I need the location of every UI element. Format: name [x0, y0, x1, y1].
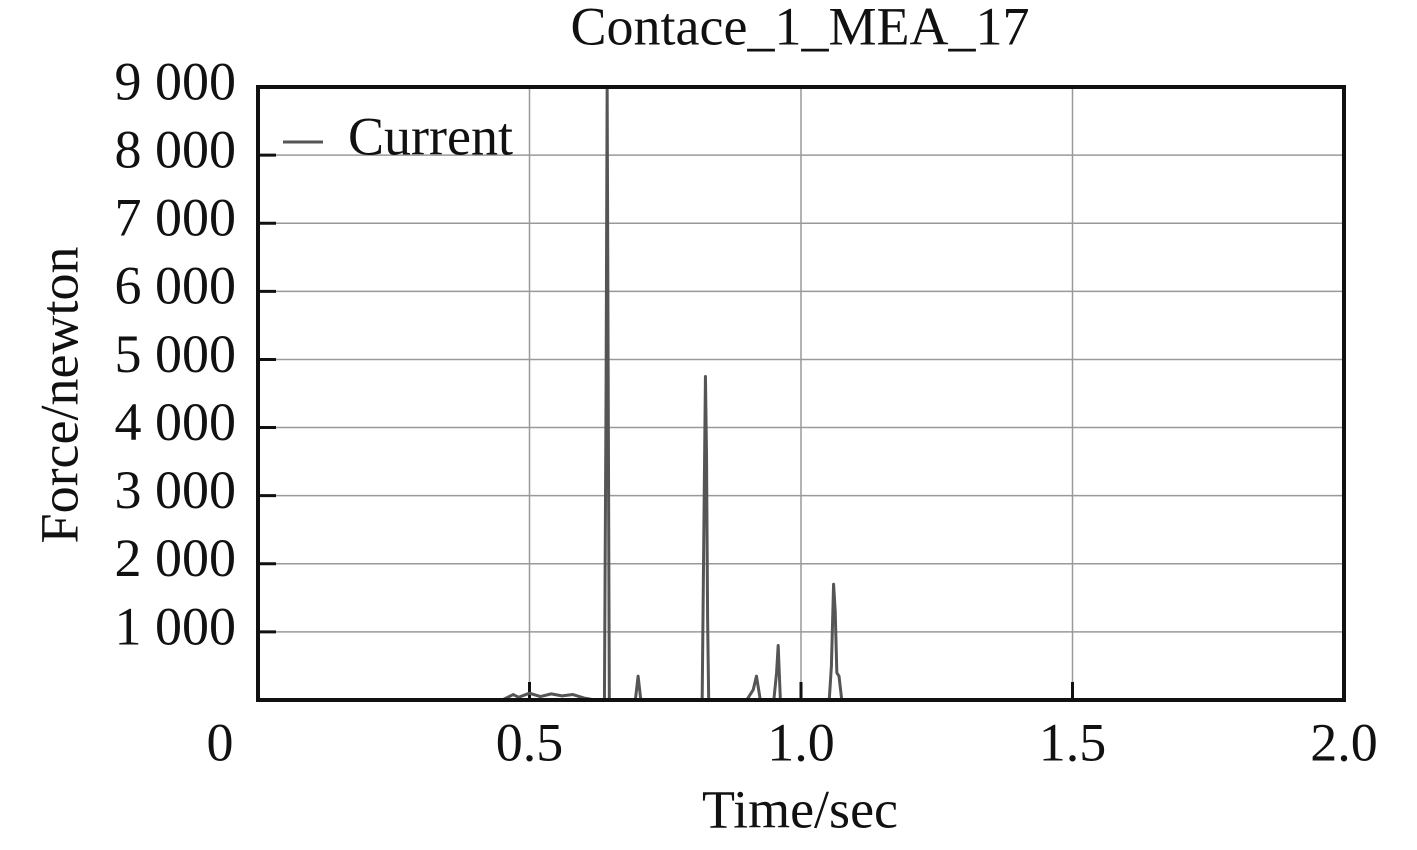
y-tick-label: 3 000 [115, 460, 237, 520]
data-line [258, 85, 1344, 702]
x-tick-label: 1.5 [1039, 712, 1107, 772]
legend-label: Current [348, 106, 513, 166]
y-tick-label: 1 000 [115, 596, 237, 656]
y-tick-label: 9 000 [115, 51, 237, 111]
y-tick-label: 6 000 [115, 256, 237, 316]
y-tick-label: 4 000 [115, 392, 237, 452]
plot-frame [256, 85, 1346, 702]
x-axis-label: Time/sec [702, 779, 898, 839]
y-tick-label: 7 000 [115, 188, 237, 248]
x-tick-label: 2.0 [1310, 712, 1378, 772]
x-tick-label: 0 [207, 712, 234, 772]
chart-title: Contace_1_MEA_17 [571, 0, 1030, 56]
y-tick-label: 8 000 [115, 120, 237, 180]
y-tick-label: 2 000 [115, 528, 237, 588]
y-axis-label: Force/newton [29, 247, 89, 544]
y-tick-label: 5 000 [115, 324, 237, 384]
x-tick-label: 1.0 [767, 712, 835, 772]
x-tick-label: 0.5 [496, 712, 564, 772]
